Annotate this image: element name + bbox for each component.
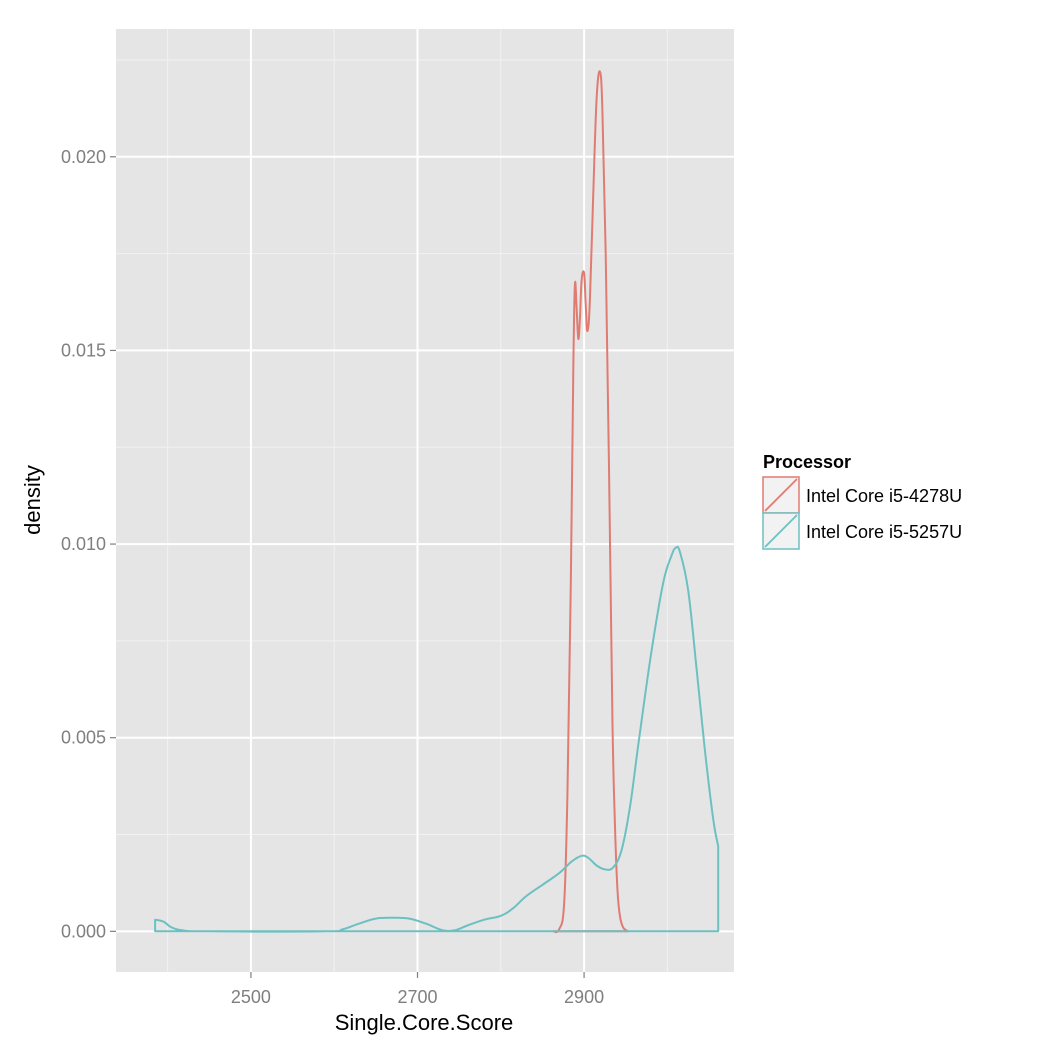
density-series-i5-4278u [552,70,630,934]
legend-item-i5-5257u: Intel Core i5-5257U [762,512,962,550]
y-tick-label: 0.005 [61,728,106,748]
series-layer [154,70,720,934]
y-tick-label: 0.020 [61,147,106,167]
y-tick-label: 0.010 [61,534,106,554]
legend-item-i5-4278u: Intel Core i5-4278U [762,476,962,514]
y-axis: 0.000 0.005 0.010 0.015 0.020 [61,147,116,941]
density-series-i5-5257u [154,545,720,933]
y-tick-label: 0.000 [61,921,106,941]
x-axis-title: Single.Core.Score [335,1010,514,1035]
minor-grid [116,29,734,972]
legend-label-i5-5257u: Intel Core i5-5257U [806,522,962,542]
x-tick-label: 2700 [397,987,437,1007]
x-tick-label: 2500 [231,987,271,1007]
legend-key-slash-i5-5257u [764,514,798,548]
legend-key-slash-i5-4278u [764,478,798,512]
legend-label-i5-4278u: Intel Core i5-4278U [806,486,962,506]
y-tick-label: 0.015 [61,340,106,360]
legend-title: Processor [763,452,851,472]
legend: Processor Intel Core i5-4278U Intel Core… [762,452,962,550]
x-axis: 2500 2700 2900 [231,972,604,1007]
x-tick-label: 2900 [564,987,604,1007]
plot-panel [116,29,734,972]
y-axis-title: density [20,465,45,535]
